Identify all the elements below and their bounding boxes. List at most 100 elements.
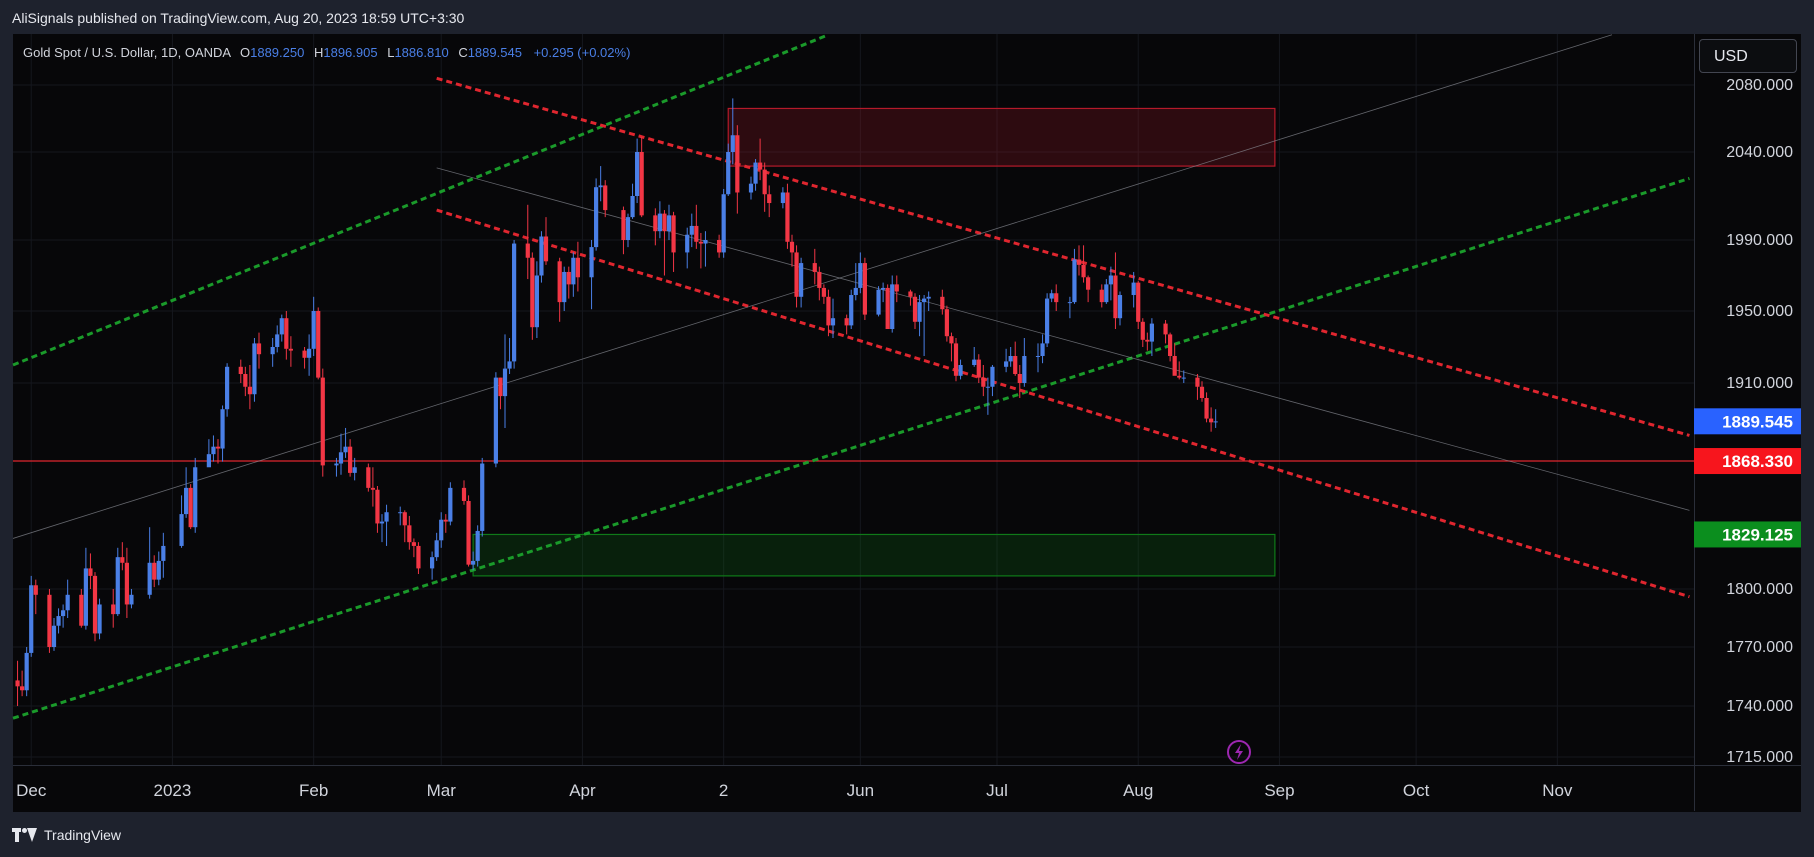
y-tick-label: 1800.000: [1726, 581, 1793, 598]
candle-body: [981, 377, 986, 387]
candle-body: [762, 169, 767, 195]
candle: [156, 551, 161, 586]
candle: [557, 257, 562, 322]
candle: [247, 365, 252, 410]
axes: 1715.000 1740.000 1770.000 1800.000 1910.000…: [13, 34, 1801, 811]
chart-frame[interactable]: [13, 34, 1801, 812]
candle: [1049, 289, 1054, 303]
candle: [111, 589, 116, 628]
candle: [1017, 365, 1022, 398]
tradingview-logo[interactable]: TradingView: [12, 824, 121, 846]
trendlines: [12, 33, 1694, 720]
candle-body: [1045, 298, 1050, 344]
candle: [507, 338, 512, 374]
price-tag-label: 1829.125: [1722, 525, 1793, 544]
candle: [307, 334, 312, 376]
y-tick-label: 1770.000: [1726, 639, 1793, 656]
candle-body: [302, 350, 307, 358]
candle-body: [498, 377, 503, 397]
x-tick-label: 2: [719, 781, 728, 800]
candle-body: [635, 152, 640, 196]
candle-body: [1013, 356, 1018, 374]
candle: [1076, 245, 1082, 276]
candle-body: [639, 152, 644, 216]
candle: [689, 213, 694, 248]
candle: [1163, 320, 1168, 344]
x-tick-label: Apr: [569, 781, 596, 800]
candle-body: [990, 366, 995, 387]
candle-body: [375, 489, 380, 524]
candle-body: [912, 296, 918, 322]
candle-body: [926, 296, 931, 299]
close-label: C: [458, 45, 468, 60]
candle: [625, 213, 631, 248]
candle-body: [630, 196, 635, 218]
candle: [256, 332, 262, 369]
candle-body: [461, 487, 467, 501]
candle: [430, 551, 435, 580]
candle-body: [448, 487, 453, 522]
candle: [1117, 291, 1123, 326]
y-tick-label: 2040.000: [1726, 144, 1793, 161]
candle-body: [51, 625, 57, 647]
candle-body: [56, 616, 61, 626]
candle: [562, 266, 567, 311]
candle: [853, 263, 858, 301]
candle-body: [1049, 293, 1054, 299]
x-tick-label: Nov: [1542, 781, 1573, 800]
candle-body: [876, 289, 881, 315]
candle-body: [507, 361, 512, 369]
candle-body: [334, 463, 339, 466]
price-tag: 1829.125: [1694, 521, 1801, 548]
x-tick-label: Feb: [299, 781, 328, 800]
candle: [352, 457, 357, 481]
candle: [1181, 370, 1186, 383]
candle-body: [343, 446, 348, 453]
candle: [926, 291, 931, 311]
candle: [717, 234, 722, 258]
candle-body: [539, 236, 544, 276]
resistance-zone: [727, 107, 1276, 167]
candle: [908, 289, 913, 306]
candle: [594, 178, 599, 251]
candle: [985, 377, 990, 415]
price-tag-bg: [1694, 448, 1801, 475]
candle: [780, 187, 785, 209]
candle: [334, 457, 339, 477]
candle-body: [885, 287, 890, 329]
candle: [922, 295, 927, 356]
candle-body: [493, 377, 498, 464]
candle-body: [972, 359, 977, 365]
candle-body: [243, 374, 248, 387]
candle: [1081, 245, 1086, 283]
price-tag: 1889.545: [1694, 408, 1801, 435]
candle: [657, 201, 662, 239]
candle-body: [288, 348, 293, 351]
candle-body: [785, 192, 790, 242]
candle: [598, 166, 603, 202]
candle-body: [502, 368, 508, 397]
candle-body: [753, 162, 758, 184]
candle-body: [730, 135, 735, 152]
candle-body: [434, 540, 439, 558]
currency-button[interactable]: USD: [1699, 39, 1797, 73]
candle: [1054, 284, 1059, 311]
x-tick-label: 2023: [154, 781, 192, 800]
candle-body: [767, 194, 772, 204]
candle: [79, 589, 84, 628]
candle: [525, 204, 530, 280]
candle: [571, 252, 576, 297]
candle-body: [147, 562, 152, 595]
candlestick-chart[interactable]: 1715.000 1740.000 1770.000 1800.000 1910.000…: [0, 0, 1814, 812]
candle: [799, 257, 804, 308]
candle: [284, 311, 289, 360]
candle: [320, 368, 325, 477]
candle-body: [411, 542, 416, 546]
low-value: 1886.810: [394, 45, 449, 60]
candle: [124, 547, 129, 618]
candle: [543, 217, 549, 265]
candle-body: [97, 604, 102, 634]
candle-body: [252, 343, 257, 395]
candle: [753, 159, 758, 191]
candle: [735, 125, 740, 214]
